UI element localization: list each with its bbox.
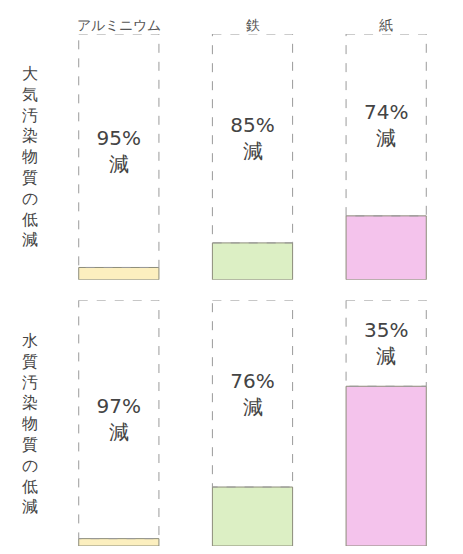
svg-text:76%減: 76%減 <box>230 369 274 419</box>
svg-text:紙: 紙 <box>379 17 393 33</box>
svg-text:35%減: 35%減 <box>364 318 408 368</box>
svg-text:鉄: 鉄 <box>246 17 260 33</box>
svg-text:水質汚染物質の低減: 水質汚染物質の低減 <box>22 331 38 516</box>
svg-text:74%減: 74%減 <box>364 100 408 150</box>
svg-text:97%減: 97%減 <box>97 394 141 444</box>
svg-text:85%減: 85%減 <box>230 113 274 163</box>
svg-text:大気汚染物質の低減: 大気汚染物質の低減 <box>22 64 38 249</box>
svg-text:95%減: 95%減 <box>97 126 141 176</box>
svg-text:アルミニウム: アルミニウム <box>77 17 161 33</box>
